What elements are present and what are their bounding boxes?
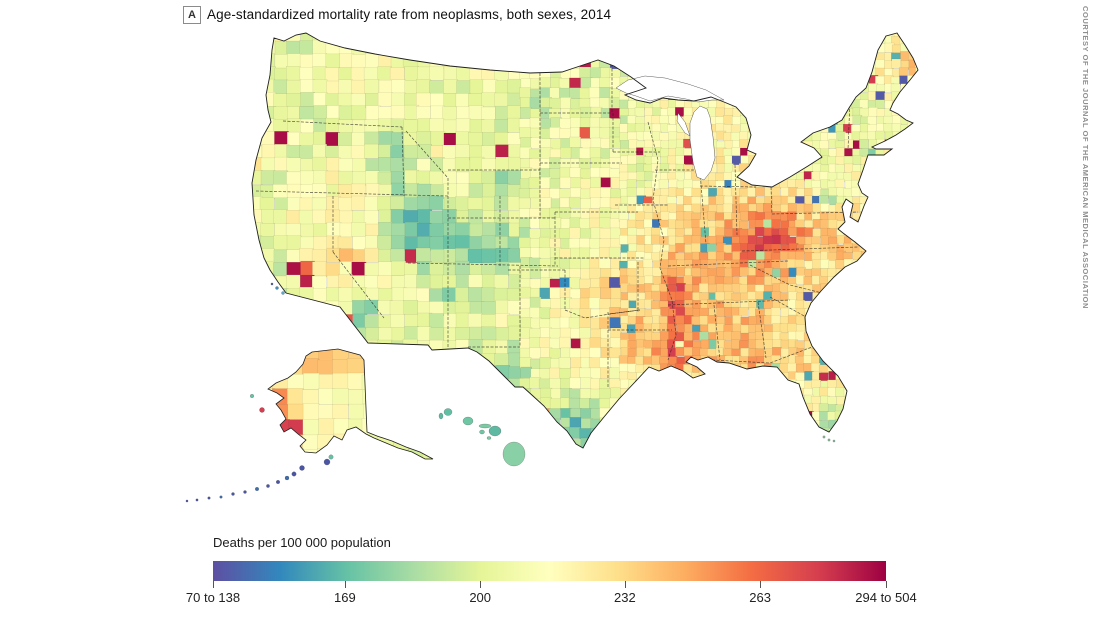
legend-tick-label: 232 (614, 590, 636, 605)
legend-tick-label: 294 to 504 (855, 590, 917, 605)
legend-tick (624, 581, 626, 588)
alaska-outline (267, 348, 434, 460)
courtesy-credit-text: COURTESY OF THE JOURNAL OF THE AMERICAN … (1081, 6, 1090, 310)
county-cells-alaska (268, 349, 433, 459)
legend-tick (886, 581, 887, 588)
legend-title: Deaths per 100 000 population (213, 535, 391, 550)
hawaii-islands (438, 408, 526, 467)
legend-tick (344, 581, 346, 588)
figure-title: Age-standardized mortality rate from neo… (207, 7, 612, 22)
legend-tick (213, 581, 214, 588)
small-islands (270, 282, 836, 443)
legend-tick-label: 169 (334, 590, 356, 605)
panel-letter-box: A (183, 6, 201, 24)
legend-tick (480, 581, 482, 588)
legend-gradient-bar (213, 561, 886, 581)
legend-tick (760, 581, 762, 588)
legend-tick-label: 200 (469, 590, 492, 605)
lower48-outline (251, 32, 919, 449)
panel-letter: A (188, 9, 196, 21)
aleutian-islands (185, 394, 334, 503)
great-lakes (615, 75, 725, 181)
legend-tick-label: 263 (749, 590, 771, 605)
state-borders (255, 64, 859, 388)
legend-tick-label: 70 to 138 (185, 590, 241, 605)
